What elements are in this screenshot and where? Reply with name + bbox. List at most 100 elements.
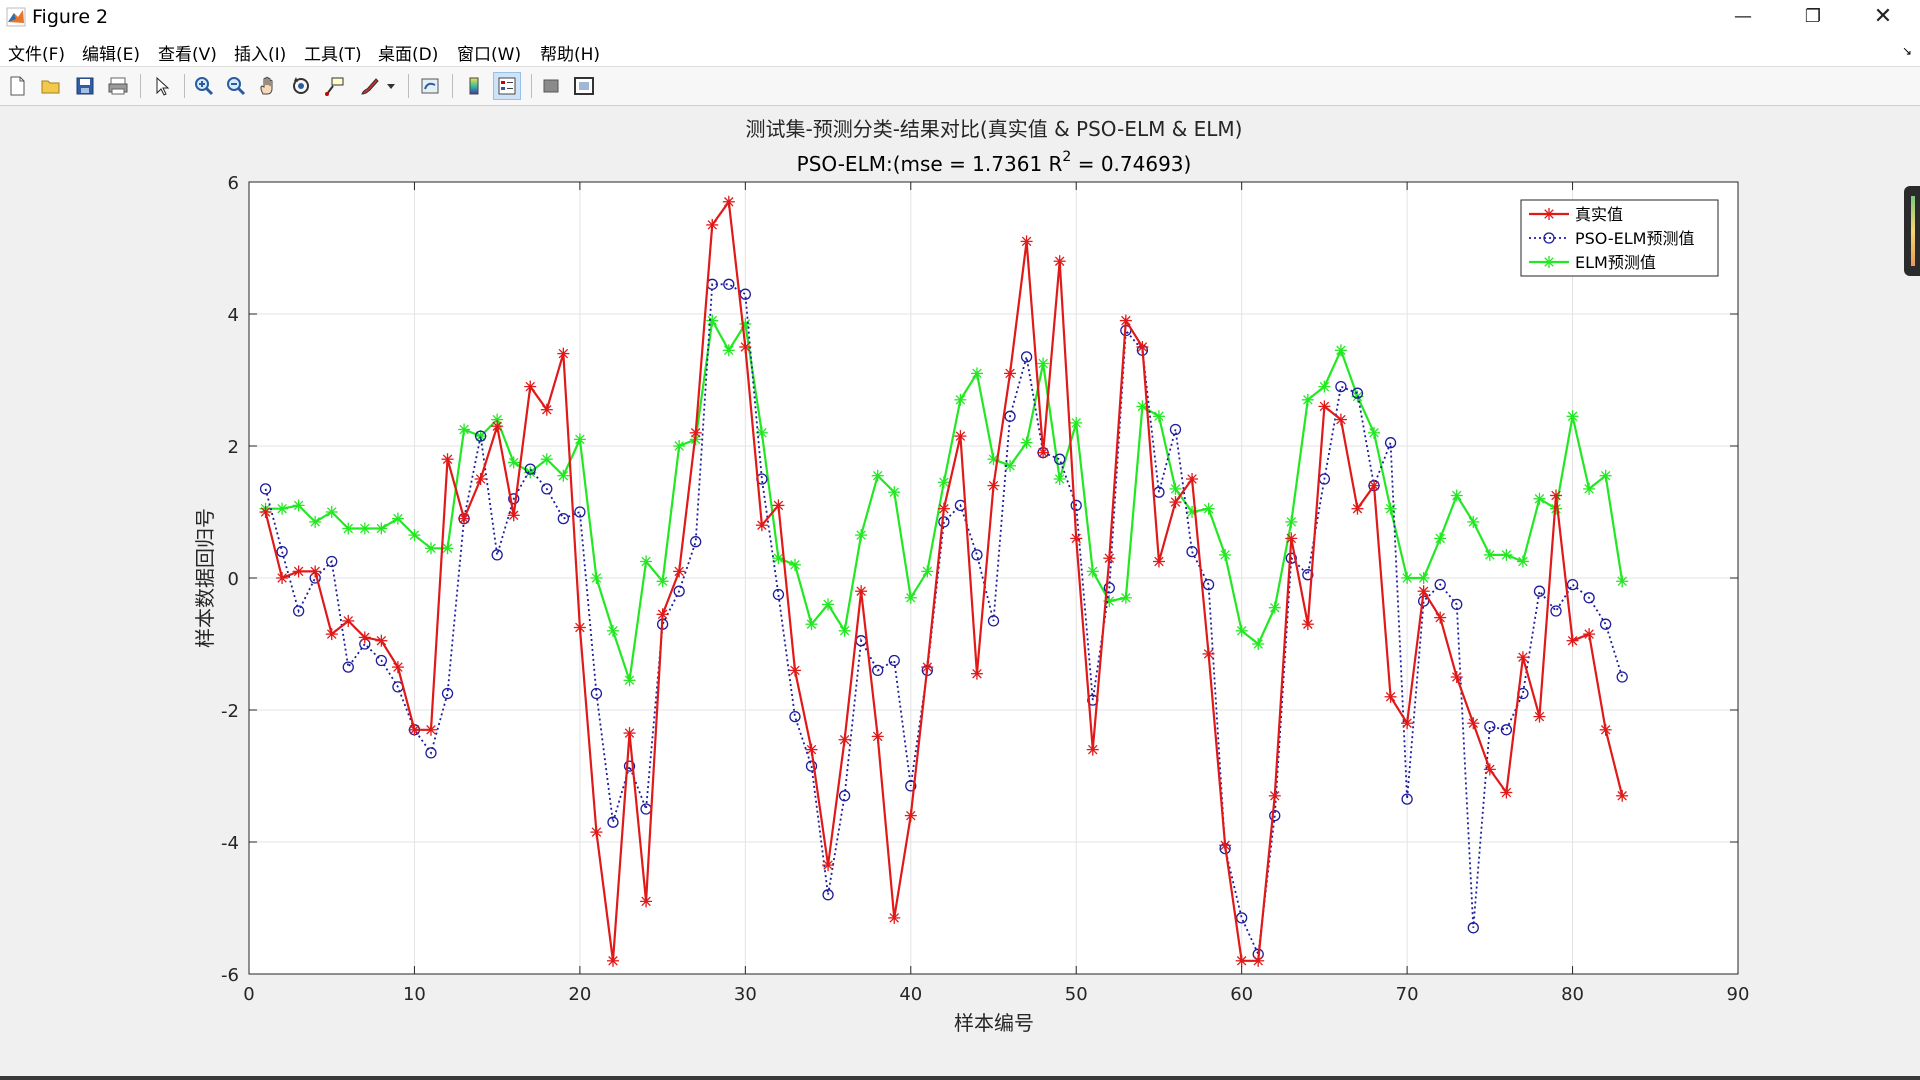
data-point bbox=[1268, 789, 1281, 802]
chart-svg[interactable]: 测试集-预测分类-结果对比(真实值 & PSO-ELM & ELM) PSO-E… bbox=[0, 106, 1920, 1080]
menu-window[interactable]: 窗口(W) bbox=[457, 45, 522, 65]
close-button[interactable]: ✕ bbox=[1873, 4, 1893, 29]
data-point bbox=[905, 780, 917, 792]
data-point bbox=[1004, 410, 1016, 422]
menu-help[interactable]: 帮助(H) bbox=[540, 45, 601, 65]
data-point bbox=[1086, 743, 1099, 756]
data-point bbox=[1169, 423, 1182, 436]
data-point bbox=[1583, 482, 1596, 495]
hide-plot-tools-icon[interactable] bbox=[537, 72, 565, 100]
data-point bbox=[871, 730, 884, 743]
colorbar-icon[interactable] bbox=[460, 72, 488, 100]
pan-icon[interactable] bbox=[254, 72, 282, 100]
chart-title-line2: PSO-ELM:(mse = 1.7361 R2 = 0.74693) bbox=[797, 149, 1192, 176]
data-point bbox=[623, 727, 636, 740]
data-point bbox=[574, 506, 586, 518]
legend-icon[interactable] bbox=[493, 72, 521, 100]
restore-button[interactable]: ❐ bbox=[1804, 6, 1822, 27]
data-point bbox=[1467, 922, 1479, 934]
data-point bbox=[1285, 515, 1298, 528]
data-point bbox=[1103, 552, 1116, 565]
data-point bbox=[441, 687, 454, 700]
data-point bbox=[689, 426, 702, 439]
x-tick-label: 60 bbox=[1230, 984, 1253, 1005]
data-point bbox=[276, 502, 289, 515]
show-plot-tools-icon[interactable] bbox=[570, 72, 598, 100]
data-point bbox=[805, 618, 818, 631]
title-bar: Figure 2 — ❐ ✕ bbox=[0, 0, 1920, 34]
zoom-out-icon[interactable] bbox=[222, 72, 250, 100]
data-point bbox=[358, 631, 371, 644]
rotate-3d-icon[interactable] bbox=[287, 72, 315, 100]
legend-entry[interactable]: ELM预测值 bbox=[1529, 253, 1656, 272]
data-point bbox=[1053, 255, 1066, 268]
data-point bbox=[524, 380, 537, 393]
data-point bbox=[1533, 585, 1546, 597]
data-point bbox=[1335, 380, 1347, 393]
data-point bbox=[888, 654, 900, 667]
brush-icon[interactable] bbox=[356, 72, 384, 100]
data-point bbox=[474, 430, 487, 443]
menu-file[interactable]: 文件(F) bbox=[8, 45, 66, 65]
data-point bbox=[904, 591, 917, 604]
data-point bbox=[706, 314, 719, 327]
new-figure-icon[interactable] bbox=[3, 72, 31, 100]
link-plot-icon[interactable] bbox=[416, 72, 444, 100]
print-icon[interactable] bbox=[104, 72, 132, 100]
data-point bbox=[276, 545, 288, 558]
menu-edit[interactable]: 编辑(E) bbox=[82, 45, 141, 65]
legend-label: ELM预测值 bbox=[1575, 253, 1656, 272]
data-point bbox=[772, 499, 785, 512]
data-point bbox=[739, 341, 752, 353]
series-line bbox=[264, 283, 1624, 958]
data-point bbox=[1268, 601, 1281, 614]
legend-entry[interactable]: PSO-ELM预测值 bbox=[1529, 229, 1694, 248]
data-point bbox=[1302, 569, 1314, 581]
data-point bbox=[722, 344, 735, 357]
data-point bbox=[1285, 532, 1298, 545]
legend-entry[interactable]: 真实值 bbox=[1529, 205, 1623, 224]
menu-tools[interactable]: 工具(T) bbox=[304, 45, 362, 65]
series-0 bbox=[259, 195, 1629, 967]
data-point bbox=[259, 483, 272, 495]
brush-dropdown-icon[interactable] bbox=[384, 72, 398, 100]
data-point bbox=[789, 710, 801, 723]
data-point bbox=[1351, 387, 1364, 399]
data-point bbox=[408, 723, 421, 736]
menu-insert[interactable]: 插入(I) bbox=[234, 45, 287, 65]
zoom-in-icon[interactable] bbox=[190, 72, 218, 100]
data-cursor-icon[interactable] bbox=[320, 72, 348, 100]
menu-desktop[interactable]: 桌面(D) bbox=[378, 45, 439, 65]
data-point bbox=[855, 585, 868, 598]
data-point bbox=[1070, 416, 1083, 429]
data-point bbox=[342, 661, 354, 673]
legend[interactable]: 真实值 PSO-ELM预测值 ELM预测值 bbox=[1520, 199, 1719, 277]
minimize-button[interactable]: — bbox=[1734, 6, 1752, 27]
dock-arrow-icon[interactable]: ↘ bbox=[1901, 44, 1912, 58]
data-point bbox=[1368, 426, 1381, 439]
data-point bbox=[326, 555, 338, 568]
data-point bbox=[822, 598, 835, 611]
data-point bbox=[1236, 912, 1248, 924]
pointer-icon[interactable] bbox=[148, 72, 176, 100]
x-tick-label: 10 bbox=[403, 984, 426, 1005]
data-point bbox=[1566, 578, 1579, 591]
open-file-icon[interactable] bbox=[37, 72, 65, 100]
data-point bbox=[872, 664, 884, 677]
data-point bbox=[1368, 479, 1381, 492]
menu-view[interactable]: 查看(V) bbox=[158, 45, 217, 65]
side-panel-handle[interactable] bbox=[1904, 186, 1920, 276]
data-point bbox=[723, 278, 735, 290]
y-tick-label: -2 bbox=[221, 701, 239, 722]
data-point bbox=[309, 515, 322, 528]
data-point bbox=[1550, 489, 1563, 502]
data-point bbox=[1037, 357, 1050, 370]
data-point bbox=[508, 493, 520, 505]
save-icon[interactable] bbox=[71, 72, 99, 100]
data-point bbox=[1483, 763, 1496, 776]
data-point bbox=[507, 456, 520, 469]
data-point bbox=[342, 522, 355, 535]
data-point bbox=[971, 549, 983, 561]
x-tick-label: 30 bbox=[734, 984, 757, 1005]
legend-marker bbox=[1543, 256, 1555, 268]
